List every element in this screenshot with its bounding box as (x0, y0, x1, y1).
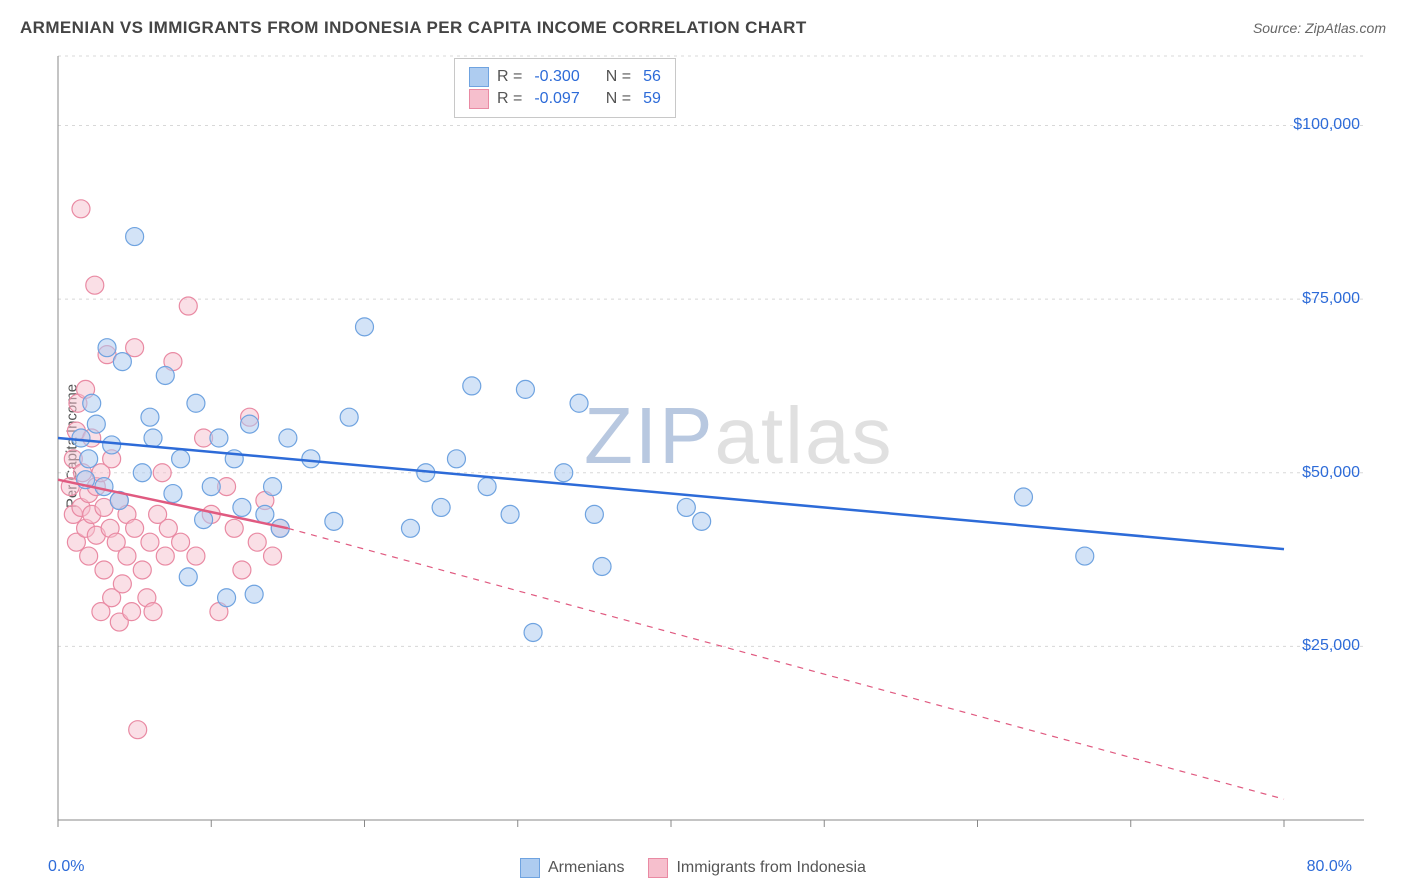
legend-stats-row-a: R = -0.300 N = 56 (469, 67, 661, 87)
y-tick-label: $50,000 (1302, 464, 1360, 482)
x-axis-max-label: 80.0% (1307, 858, 1352, 876)
r-value-a: -0.300 (534, 68, 579, 86)
legend-label-b: Immigrants from Indonesia (676, 859, 865, 877)
y-tick-label: $100,000 (1293, 116, 1360, 134)
legend-swatch-b (469, 89, 489, 109)
legend-label-a: Armenians (548, 859, 624, 877)
source-attribution: Source: ZipAtlas.com (1253, 20, 1386, 36)
legend-swatch-a (469, 67, 489, 87)
chart-svg (54, 50, 1374, 840)
legend-stats: R = -0.300 N = 56 R = -0.097 N = 59 (454, 58, 676, 118)
r-label-b: R = (497, 90, 522, 108)
legend-item-a: Armenians (520, 858, 624, 878)
plot-area: ZIPatlas R = -0.300 N = 56 R = -0.097 N … (54, 50, 1374, 840)
n-label-a: N = (606, 68, 631, 86)
y-tick-label: $25,000 (1302, 637, 1360, 655)
n-label-b: N = (606, 90, 631, 108)
legend-item-b: Immigrants from Indonesia (648, 858, 865, 878)
y-tick-label: $75,000 (1302, 290, 1360, 308)
legend-swatch-b-bottom (648, 858, 668, 878)
r-label-a: R = (497, 68, 522, 86)
legend-series: Armenians Immigrants from Indonesia (520, 858, 866, 878)
legend-stats-row-b: R = -0.097 N = 59 (469, 89, 661, 109)
x-axis-min-label: 0.0% (48, 858, 84, 876)
n-value-b: 59 (643, 90, 661, 108)
n-value-a: 56 (643, 68, 661, 86)
r-value-b: -0.097 (534, 90, 579, 108)
chart-title: ARMENIAN VS IMMIGRANTS FROM INDONESIA PE… (20, 18, 807, 38)
legend-swatch-a-bottom (520, 858, 540, 878)
